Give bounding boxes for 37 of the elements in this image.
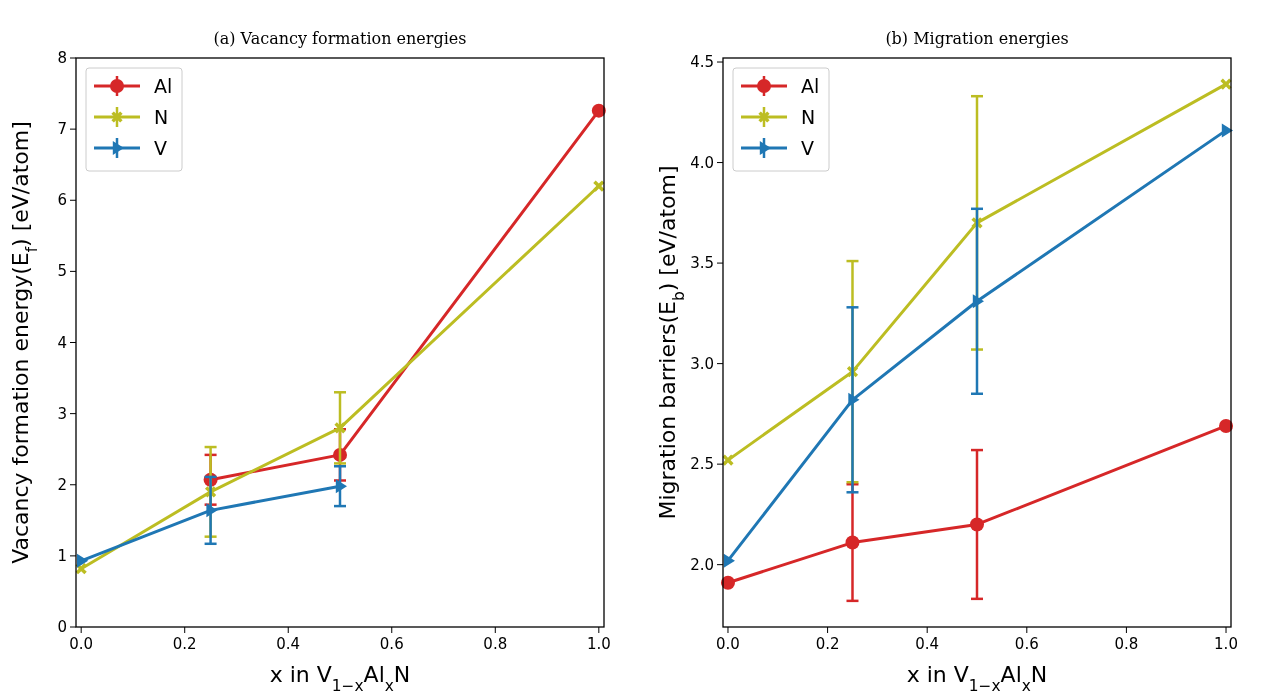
legend-label: Al [154, 75, 173, 97]
legend-label: Al [801, 75, 820, 97]
x-tick-label: 0.0 [716, 635, 740, 653]
legend-label: V [801, 137, 814, 159]
y-tick-label: 2.0 [690, 555, 714, 574]
chart-title: (a) Vacancy formation energies [213, 29, 467, 48]
legend-label: N [154, 106, 169, 128]
x-tick-label: 0.4 [915, 635, 940, 653]
y-tick-label: 2 [57, 475, 67, 494]
y-tick-label: 4.0 [690, 153, 714, 172]
y-tick-label: 4 [57, 333, 67, 352]
x-axis-title: x in V$_{1−x}$Al$_{x}$N [906, 662, 1048, 695]
y-tick-label: 4.5 [690, 53, 714, 72]
chart-title: (b) Migration energies [885, 29, 1069, 48]
x-axis-title: x in V$_{1−x}$Al$_{x}$N [269, 662, 411, 695]
y-tick-label: 3 [57, 404, 67, 423]
y-tick-label: 1 [57, 546, 67, 565]
y-tick-label: 0 [57, 618, 67, 636]
x-tick-label: 0.6 [1014, 635, 1039, 653]
legend-label: N [801, 106, 816, 128]
x-tick-label: 0.8 [1114, 635, 1139, 653]
x-tick-label: 1.0 [1214, 635, 1238, 653]
x-tick-label: 1.0 [586, 635, 611, 653]
legend-label: V [154, 137, 167, 159]
y-tick-label: 5 [57, 262, 67, 281]
y-tick-label: 3.0 [690, 354, 714, 373]
x-tick-label: 0.4 [276, 635, 301, 653]
x-tick-label: 0.0 [69, 635, 94, 653]
x-tick-label: 0.2 [172, 635, 197, 653]
y-tick-label: 8 [57, 49, 67, 67]
x-tick-label: 0.2 [815, 635, 840, 653]
x-tick-label: 0.8 [483, 635, 508, 653]
y-tick-label: 2.5 [690, 455, 714, 474]
y-tick-label: 6 [57, 191, 67, 210]
x-tick-label: 0.6 [379, 635, 404, 653]
y-tick-label: 7 [57, 120, 67, 139]
y-tick-label: 3.5 [690, 254, 714, 273]
